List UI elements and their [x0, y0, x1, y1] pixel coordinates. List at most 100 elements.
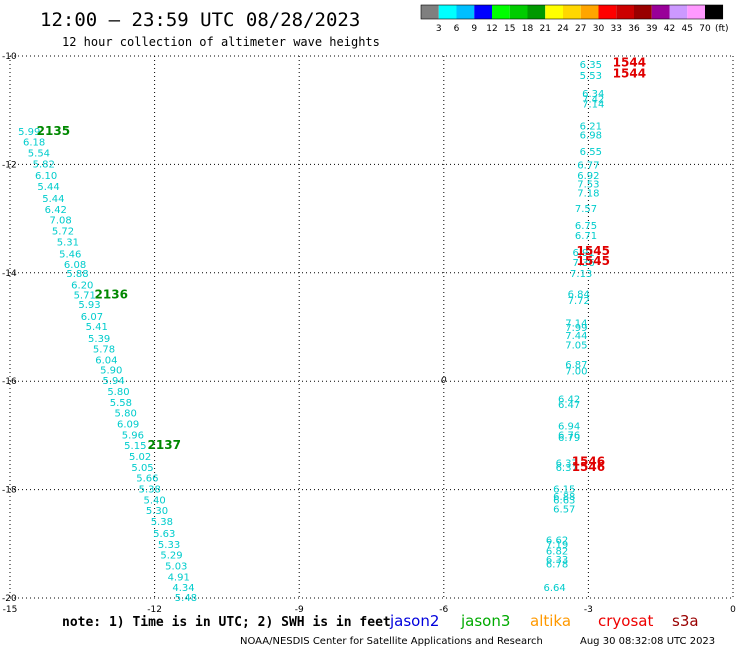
axis-ticks: -15 -12 -9 -6 -3 0 -10 -12 -14 -16 -18 -20	[2, 52, 736, 615]
swh-value-cryosat: 7.13	[570, 269, 592, 280]
swh-value-cryosat: 6.82	[546, 546, 568, 557]
swh-value-jason3: 5.33	[158, 540, 180, 551]
colorbar-label: 18	[522, 24, 534, 34]
colorbar-label: 70	[699, 24, 711, 34]
swh-value-jason3: 5.93	[78, 300, 100, 311]
swh-value-jason3: 5.80	[115, 409, 137, 420]
swh-value-jason3: 5.30	[146, 506, 168, 517]
swh-value-jason3: 6.08	[64, 260, 86, 271]
colorbar-swatch	[527, 5, 546, 19]
swh-value-jason3: 5.29	[160, 551, 182, 562]
swh-value-jason3: 5.94	[102, 376, 124, 387]
colorbar-label: 21	[540, 24, 551, 34]
swh-value-jason3: 6.04	[95, 356, 117, 367]
swh-value-cryosat: 6.87	[565, 360, 587, 371]
swh-value-jason3: 5.96	[122, 430, 144, 441]
colorbar-label: 9	[471, 24, 477, 34]
swh-value-cryosat: 6.64	[544, 583, 566, 594]
swh-value-cryosat: 6.55	[580, 147, 602, 158]
x-tick-label: -15	[3, 605, 18, 615]
swh-value-cryosat: 5.53	[580, 71, 602, 82]
swh-value-jason3: 5.38	[151, 517, 173, 528]
swh-value-jason3: 5.03	[165, 561, 187, 572]
pass-label-cryosat: 1546	[572, 454, 605, 468]
swh-value-jason3: 4.34	[172, 583, 194, 594]
colorbar-swatch	[651, 5, 670, 19]
colorbar-label: 30	[593, 24, 605, 34]
swh-value-cryosat: 6.63	[553, 495, 575, 506]
x-tick-label: -6	[439, 605, 448, 615]
y-tick-label: -16	[2, 377, 17, 387]
swh-value-cryosat: 6.88	[553, 492, 575, 503]
pass-label-cryosat: 1546	[572, 460, 605, 474]
swh-value-jason3: 6.10	[35, 171, 57, 182]
colorbar-label: 6	[454, 24, 460, 34]
y-tick-label: -14	[2, 269, 17, 279]
swh-value-cryosat: 6.47	[558, 400, 580, 411]
swh-value-jason3: 6.42	[45, 205, 67, 216]
swh-value-jason3: 5.15	[124, 441, 146, 452]
swh-value-cryosat: 7.14	[582, 100, 604, 111]
y-tick-label: -20	[2, 594, 17, 604]
colorbar-label: 12	[486, 24, 497, 34]
colorbar-label: 33	[611, 24, 622, 34]
swh-value-cryosat: 6.57	[553, 505, 575, 516]
swh-value-cryosat: 7.53	[577, 179, 599, 190]
x-tick-label: -9	[295, 605, 304, 615]
colorbar-swatch	[545, 5, 563, 19]
colorbar-label: 27	[575, 24, 586, 34]
chart-subtitle: 12 hour collection of altimeter wave hei…	[62, 35, 380, 49]
swh-value-cryosat: 7.00	[565, 366, 587, 377]
swh-value-jason3: 5.78	[93, 345, 115, 356]
colorbar-label: 42	[664, 24, 675, 34]
x-tick-label: -12	[147, 605, 162, 615]
swh-value-jason3: 5.38	[139, 485, 161, 496]
swh-value-jason3: 5.54	[28, 148, 50, 159]
swh-value-cryosat: 6.37	[556, 459, 578, 470]
swh-value-jason3: 5.63	[153, 529, 175, 540]
swh-value-jason3: 6.18	[23, 138, 45, 149]
swh-value-jason3: 5.99	[18, 127, 40, 138]
colorbar-swatch	[509, 5, 528, 19]
swh-value-cryosat: 7.14	[565, 319, 587, 330]
swh-value-cryosat: 6.34	[582, 89, 604, 100]
swh-value-jason3: 5.41	[86, 322, 108, 333]
x-tick-label: -3	[584, 605, 593, 615]
swh-value-cryosat: 6.33	[546, 555, 568, 566]
swh-value-jason3: 5.31	[57, 237, 79, 248]
colorbar-swatch	[492, 5, 510, 19]
colorbar-label: 3	[436, 24, 442, 34]
swh-value-jason3: 5.44	[37, 182, 59, 193]
annotation: 0	[441, 376, 447, 386]
colorbar-swatch	[438, 5, 457, 19]
swh-value-jason3: 5.82	[33, 159, 55, 170]
y-tick-label: -12	[2, 160, 17, 170]
swh-value-cryosat: 7.57	[575, 204, 597, 215]
pass-label-jason3: 2136	[95, 287, 128, 301]
swh-value-cryosat: 6.84	[568, 289, 590, 300]
satellite-legend: jason2 jason3 altika cryosat s3a	[389, 612, 699, 630]
swh-value-cryosat: 6.98	[580, 131, 602, 142]
colorbar-label: 45	[682, 24, 693, 34]
colorbar-swatch	[705, 5, 723, 19]
x-tick-label: 0	[730, 605, 736, 615]
swh-value-cryosat: 6.91	[572, 248, 594, 259]
colorbar-label: 39	[646, 24, 658, 34]
y-tick-label: -18	[2, 486, 17, 496]
legend-jason2: jason2	[389, 612, 439, 630]
colorbar-swatch	[634, 5, 652, 19]
colorbar-swatch	[456, 5, 475, 19]
swh-value-cryosat: 7.99	[565, 323, 587, 334]
swh-value-jason3: 6.07	[81, 312, 103, 323]
swh-value-cryosat: 6.92	[577, 171, 599, 182]
legend-jason3: jason3	[460, 612, 510, 630]
swh-value-cryosat: 6.79	[558, 433, 580, 444]
units-note: note: 1) Time is in UTC; 2) SWH is in fe…	[62, 615, 391, 630]
footer-credit: NOAA/NESDIS Center for Satellite Applica…	[240, 636, 543, 647]
legend-s3a: s3a	[672, 612, 699, 630]
colorbar-swatch	[563, 5, 581, 19]
swh-value-jason3: 5.46	[59, 249, 81, 260]
pass-label-cryosat: 1544	[613, 66, 646, 80]
